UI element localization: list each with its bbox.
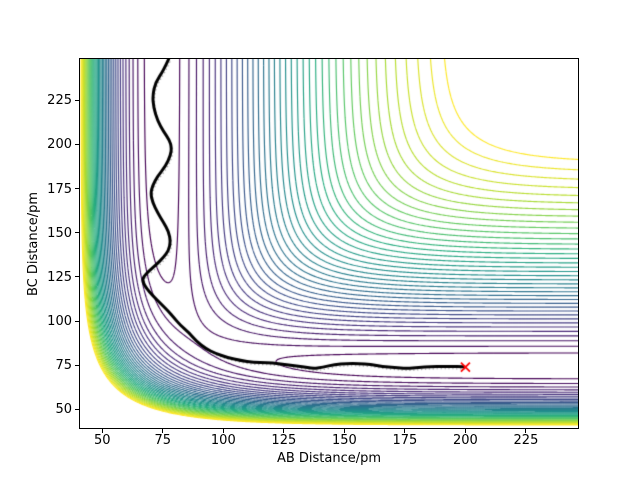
y-tick bbox=[75, 276, 79, 278]
contour-plot-canvas bbox=[80, 59, 578, 428]
x-tick bbox=[525, 429, 527, 433]
x-tick bbox=[162, 429, 164, 433]
x-tick-label: 150 bbox=[331, 433, 357, 448]
y-tick bbox=[75, 143, 79, 145]
y-axis-label: BC Distance/pm bbox=[26, 191, 41, 297]
y-tick-label: 200 bbox=[47, 137, 72, 153]
x-tick bbox=[283, 429, 285, 433]
y-tick bbox=[75, 188, 79, 190]
x-tick-label: 200 bbox=[453, 433, 478, 448]
x-tick-label: 75 bbox=[154, 433, 172, 448]
x-tick-label: 225 bbox=[513, 433, 539, 448]
y-tick-label: 225 bbox=[47, 93, 72, 109]
x-tick bbox=[404, 429, 406, 433]
y-tick bbox=[75, 364, 79, 366]
x-tick-label: 175 bbox=[392, 433, 418, 448]
y-tick-label: 125 bbox=[47, 269, 72, 285]
x-tick-label: 50 bbox=[93, 433, 111, 448]
x-axis-label: AB Distance/pm bbox=[276, 451, 382, 466]
y-tick-label: 175 bbox=[47, 181, 72, 197]
x-tick bbox=[101, 429, 103, 433]
y-tick bbox=[75, 99, 79, 101]
y-tick-label: 100 bbox=[47, 314, 72, 330]
x-tick bbox=[222, 429, 224, 433]
x-tick-label: 100 bbox=[210, 433, 236, 448]
y-tick-label: 50 bbox=[55, 402, 72, 418]
y-tick-label: 150 bbox=[47, 225, 72, 241]
y-tick bbox=[75, 320, 79, 322]
y-tick bbox=[75, 408, 79, 410]
y-tick bbox=[75, 232, 79, 234]
x-tick-label: 125 bbox=[271, 433, 297, 448]
x-tick bbox=[464, 429, 466, 433]
x-tick bbox=[343, 429, 345, 433]
y-tick-label: 75 bbox=[55, 358, 72, 374]
